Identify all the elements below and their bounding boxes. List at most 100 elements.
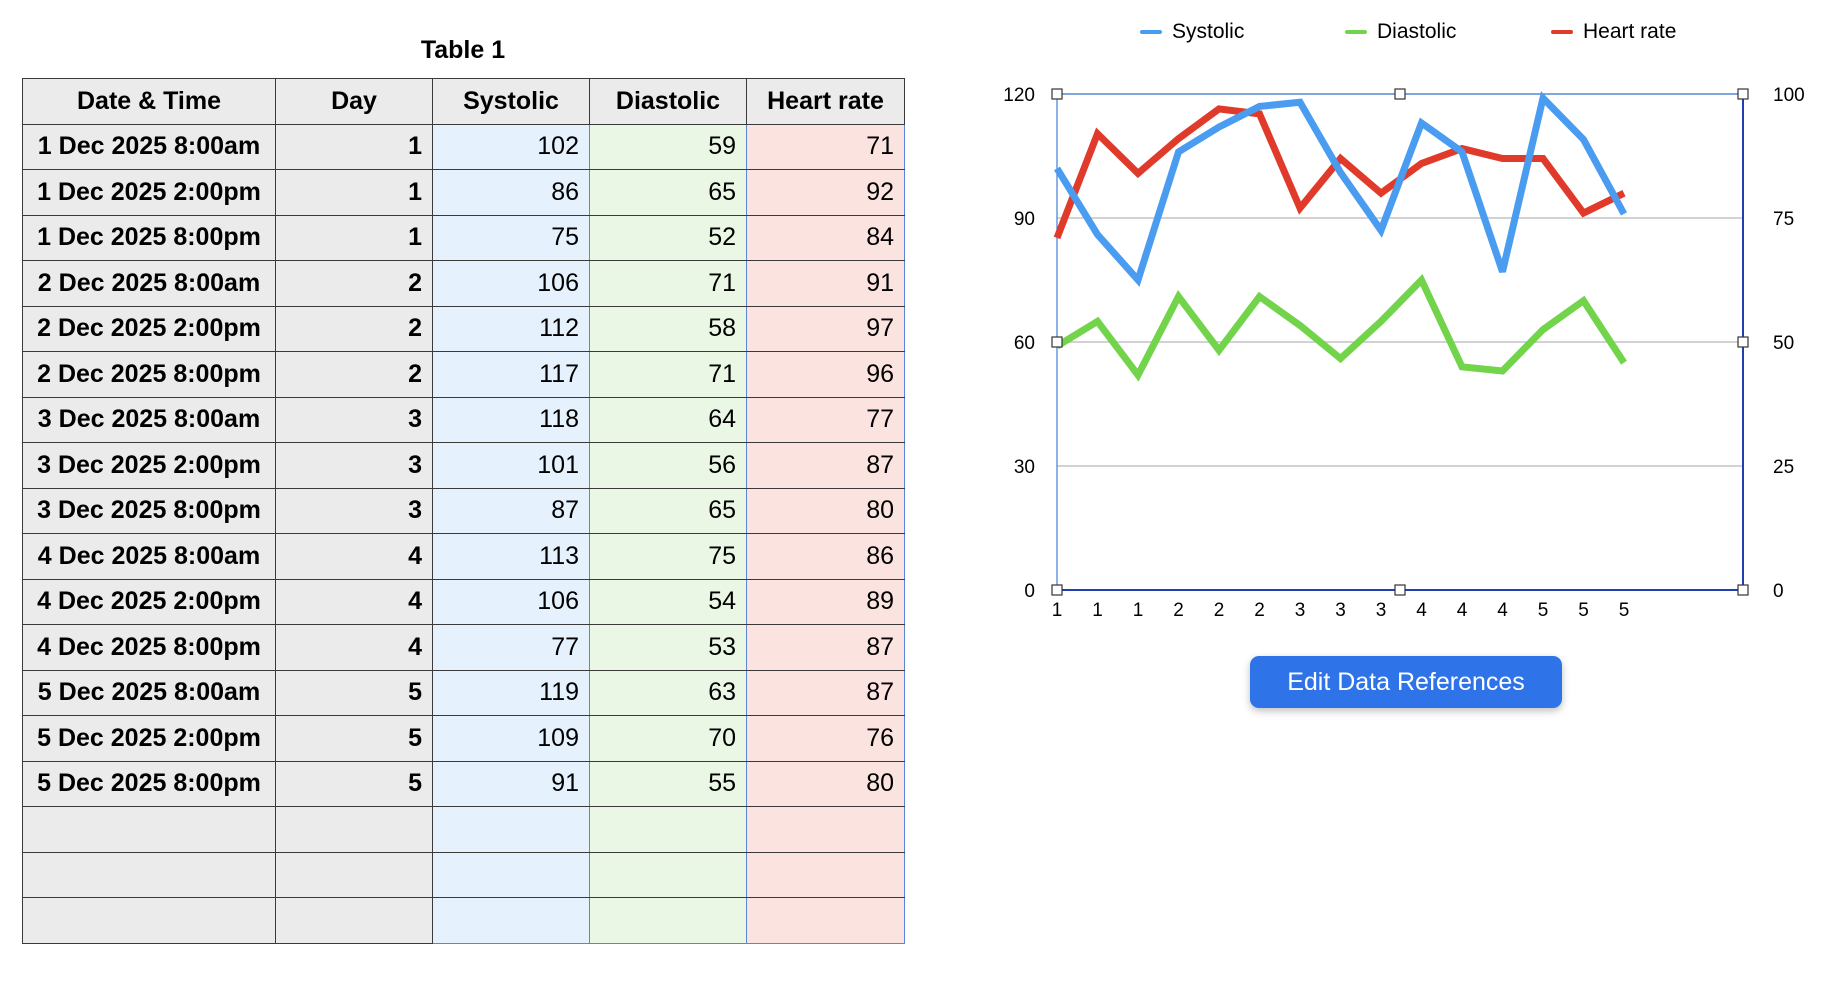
- selection-handle[interactable]: [1737, 584, 1749, 596]
- cell-day[interactable]: 1: [275, 214, 433, 261]
- table-row[interactable]: 2 Dec 2025 2:00pm 2 112 58 97: [22, 305, 905, 352]
- cell-systolic[interactable]: 109: [432, 715, 590, 762]
- cell-date-time[interactable]: 3 Dec 2025 8:00pm: [22, 487, 276, 534]
- cell-systolic[interactable]: 118: [432, 396, 590, 443]
- cell-heart-rate[interactable]: 86: [746, 533, 905, 580]
- table-row[interactable]: 5 Dec 2025 8:00am 5 119 63 87: [22, 669, 905, 716]
- cell-diastolic[interactable]: 53: [589, 624, 747, 671]
- cell-date-time[interactable]: 5 Dec 2025 2:00pm: [22, 715, 276, 762]
- cell-heart-rate[interactable]: 91: [746, 260, 905, 307]
- cell-date-time[interactable]: 3 Dec 2025 2:00pm: [22, 442, 276, 489]
- table-row[interactable]: 2 Dec 2025 8:00am 2 106 71 91: [22, 260, 905, 307]
- cell-date-time[interactable]: 5 Dec 2025 8:00am: [22, 669, 276, 716]
- table-row[interactable]: 4 Dec 2025 2:00pm 4 106 54 89: [22, 578, 905, 625]
- cell-diastolic[interactable]: 56: [589, 442, 747, 489]
- cell-diastolic[interactable]: 52: [589, 214, 747, 261]
- table-row[interactable]: [22, 897, 905, 944]
- cell-heart-rate[interactable]: 87: [746, 624, 905, 671]
- cell-day[interactable]: 3: [275, 487, 433, 534]
- cell-systolic[interactable]: 113: [432, 533, 590, 580]
- cell-diastolic[interactable]: 55: [589, 760, 747, 807]
- cell-diastolic[interactable]: 58: [589, 305, 747, 352]
- cell-day[interactable]: [275, 897, 433, 944]
- column-header-systolic[interactable]: Systolic: [432, 78, 590, 125]
- cell-date-time[interactable]: 1 Dec 2025 2:00pm: [22, 169, 276, 216]
- column-header-day[interactable]: Day: [275, 78, 433, 125]
- cell-heart-rate[interactable]: [746, 806, 905, 853]
- selection-handle[interactable]: [1737, 336, 1749, 348]
- cell-systolic[interactable]: 86: [432, 169, 590, 216]
- cell-diastolic[interactable]: 71: [589, 260, 747, 307]
- cell-date-time[interactable]: [22, 806, 276, 853]
- cell-day[interactable]: 2: [275, 260, 433, 307]
- cell-day[interactable]: 4: [275, 624, 433, 671]
- cell-date-time[interactable]: 1 Dec 2025 8:00pm: [22, 214, 276, 261]
- selection-handle[interactable]: [1394, 584, 1406, 596]
- cell-heart-rate[interactable]: 87: [746, 442, 905, 489]
- selection-handle[interactable]: [1051, 336, 1063, 348]
- cell-diastolic[interactable]: 75: [589, 533, 747, 580]
- cell-day[interactable]: 3: [275, 442, 433, 489]
- table-row[interactable]: [22, 851, 905, 898]
- cell-date-time[interactable]: [22, 897, 276, 944]
- cell-diastolic[interactable]: 54: [589, 578, 747, 625]
- cell-heart-rate[interactable]: [746, 851, 905, 898]
- selection-handle[interactable]: [1737, 88, 1749, 100]
- cell-heart-rate[interactable]: 71: [746, 123, 905, 170]
- table-row[interactable]: 4 Dec 2025 8:00pm 4 77 53 87: [22, 624, 905, 671]
- data-table[interactable]: Date & Time Day Systolic Diastolic Heart rat…: [22, 78, 905, 944]
- cell-diastolic[interactable]: [589, 897, 747, 944]
- cell-heart-rate[interactable]: 84: [746, 214, 905, 261]
- cell-diastolic[interactable]: [589, 851, 747, 898]
- cell-date-time[interactable]: 4 Dec 2025 8:00am: [22, 533, 276, 580]
- table-row[interactable]: 5 Dec 2025 2:00pm 5 109 70 76: [22, 715, 905, 762]
- cell-heart-rate[interactable]: 77: [746, 396, 905, 443]
- cell-day[interactable]: 2: [275, 351, 433, 398]
- cell-heart-rate[interactable]: 87: [746, 669, 905, 716]
- cell-diastolic[interactable]: 63: [589, 669, 747, 716]
- cell-systolic[interactable]: 75: [432, 214, 590, 261]
- cell-systolic[interactable]: [432, 897, 590, 944]
- cell-systolic[interactable]: 106: [432, 260, 590, 307]
- table-row[interactable]: 3 Dec 2025 2:00pm 3 101 56 87: [22, 442, 905, 489]
- cell-day[interactable]: 5: [275, 760, 433, 807]
- cell-systolic[interactable]: 101: [432, 442, 590, 489]
- column-header-diastolic[interactable]: Diastolic: [589, 78, 747, 125]
- table-row[interactable]: 3 Dec 2025 8:00pm 3 87 65 80: [22, 487, 905, 534]
- cell-diastolic[interactable]: 70: [589, 715, 747, 762]
- cell-day[interactable]: 4: [275, 578, 433, 625]
- table-row[interactable]: 2 Dec 2025 8:00pm 2 117 71 96: [22, 351, 905, 398]
- table-row[interactable]: 5 Dec 2025 8:00pm 5 91 55 80: [22, 760, 905, 807]
- cell-systolic[interactable]: 102: [432, 123, 590, 170]
- table-row[interactable]: 4 Dec 2025 8:00am 4 113 75 86: [22, 533, 905, 580]
- cell-diastolic[interactable]: 71: [589, 351, 747, 398]
- cell-date-time[interactable]: 2 Dec 2025 8:00pm: [22, 351, 276, 398]
- cell-heart-rate[interactable]: 76: [746, 715, 905, 762]
- selection-handle[interactable]: [1394, 88, 1406, 100]
- cell-systolic[interactable]: 119: [432, 669, 590, 716]
- cell-date-time[interactable]: 4 Dec 2025 2:00pm: [22, 578, 276, 625]
- cell-heart-rate[interactable]: 97: [746, 305, 905, 352]
- cell-heart-rate[interactable]: 92: [746, 169, 905, 216]
- cell-heart-rate[interactable]: [746, 897, 905, 944]
- cell-date-time[interactable]: 1 Dec 2025 8:00am: [22, 123, 276, 170]
- cell-diastolic[interactable]: 65: [589, 487, 747, 534]
- table-row[interactable]: [22, 806, 905, 853]
- cell-day[interactable]: 5: [275, 669, 433, 716]
- table-row[interactable]: 3 Dec 2025 8:00am 3 118 64 77: [22, 396, 905, 443]
- cell-systolic[interactable]: [432, 851, 590, 898]
- edit-data-references-button[interactable]: Edit Data References: [1250, 656, 1562, 708]
- cell-date-time[interactable]: 3 Dec 2025 8:00am: [22, 396, 276, 443]
- cell-day[interactable]: 3: [275, 396, 433, 443]
- column-header-date-time[interactable]: Date & Time: [22, 78, 276, 125]
- cell-date-time[interactable]: 4 Dec 2025 8:00pm: [22, 624, 276, 671]
- selection-handle[interactable]: [1051, 88, 1063, 100]
- cell-diastolic[interactable]: 59: [589, 123, 747, 170]
- cell-diastolic[interactable]: 64: [589, 396, 747, 443]
- cell-systolic[interactable]: 112: [432, 305, 590, 352]
- cell-day[interactable]: 1: [275, 123, 433, 170]
- cell-day[interactable]: [275, 851, 433, 898]
- cell-systolic[interactable]: 91: [432, 760, 590, 807]
- cell-date-time[interactable]: 2 Dec 2025 8:00am: [22, 260, 276, 307]
- column-header-heart-rate[interactable]: Heart rate: [746, 78, 905, 125]
